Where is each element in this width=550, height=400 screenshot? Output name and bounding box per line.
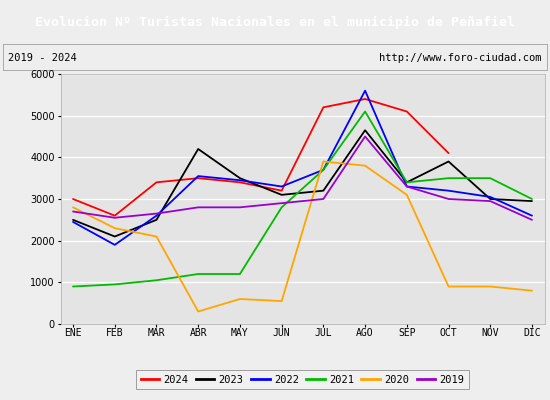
Legend: 2024, 2023, 2022, 2021, 2020, 2019: 2024, 2023, 2022, 2021, 2020, 2019 bbox=[136, 370, 469, 389]
Text: Evolucion Nº Turistas Nacionales en el municipio de Peñafiel: Evolucion Nº Turistas Nacionales en el m… bbox=[35, 16, 515, 28]
Text: 2019 - 2024: 2019 - 2024 bbox=[8, 53, 77, 63]
Text: http://www.foro-ciudad.com: http://www.foro-ciudad.com bbox=[379, 53, 542, 63]
